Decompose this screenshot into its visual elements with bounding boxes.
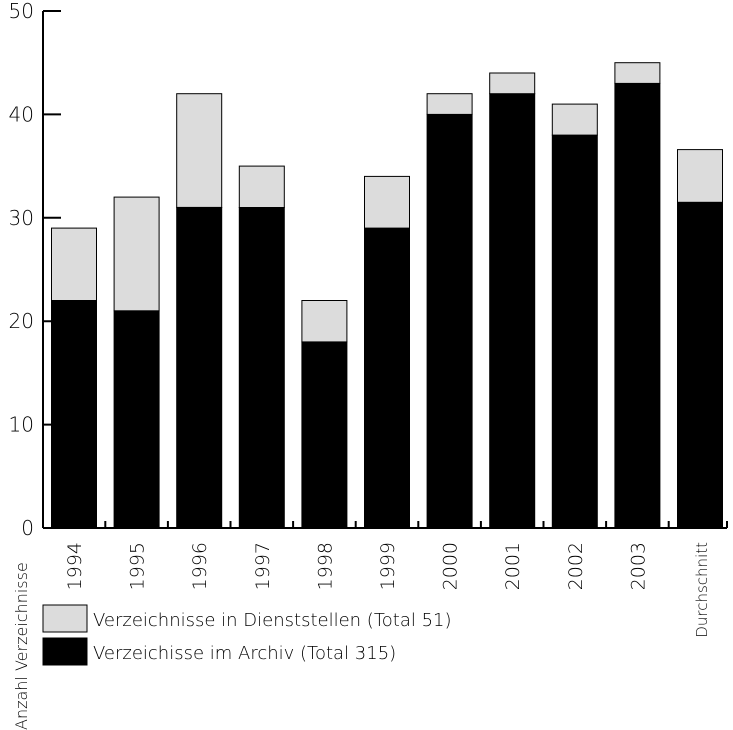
y-tick-label-30: 30 <box>9 206 34 230</box>
labels-layer: 1994 1995 1996 1997 1998 1999 2000 2001 2002 2003… <box>9 0 711 638</box>
legend-swatch-2 <box>42 637 88 666</box>
bar-2002-series-1 <box>551 134 598 529</box>
bar-1996-series-2 <box>176 93 223 208</box>
y-tick-label-10: 10 <box>9 413 34 437</box>
x-tick-label-durchschnitt: Durchschnitt <box>693 542 711 638</box>
bar-1995-series-1 <box>113 310 160 529</box>
y-tick-label-40: 40 <box>9 102 34 126</box>
bar-1996-series-1 <box>176 207 223 529</box>
bars-layer <box>51 62 723 529</box>
bar-2001-series-1 <box>489 93 536 529</box>
y-tick-label-0: 0 <box>21 516 34 540</box>
bar-2003-series-2 <box>614 62 661 84</box>
x-tick-label-1998: 1998 <box>314 542 336 590</box>
x-tick-label-2000: 2000 <box>440 542 462 590</box>
bar-durchschnitt-series-1 <box>677 201 723 529</box>
bar-2003-series-1 <box>614 82 661 529</box>
x-tick-label-2002: 2002 <box>565 542 587 590</box>
x-tick-label-2001: 2001 <box>502 542 524 590</box>
bar-2000-series-1 <box>426 113 473 529</box>
legend-label-1: Verzeichnisse in Dienststellen (Total 51… <box>93 610 452 631</box>
x-tick-label-1994: 1994 <box>64 542 86 590</box>
x-tick-label-1996: 1996 <box>189 542 211 590</box>
bar-1999-series-1 <box>364 227 410 529</box>
legend-swatch-1 <box>42 604 88 633</box>
bar-1994-series-1 <box>51 300 97 529</box>
y-axis-label: Anzahl Verzeichnisse <box>12 562 31 730</box>
x-tick-label-2003: 2003 <box>627 542 649 590</box>
bar-1997-series-2 <box>238 165 285 209</box>
axes-layer <box>42 10 728 529</box>
bar-2001-series-2 <box>489 72 536 95</box>
bar-2000-series-2 <box>426 93 473 115</box>
bar-1998-series-2 <box>301 300 348 343</box>
x-tick-label-1999: 1999 <box>377 542 399 590</box>
y-tick-label-50: 50 <box>9 0 34 23</box>
bar-2002-series-2 <box>551 103 598 136</box>
bar-1997-series-1 <box>238 207 285 529</box>
x-tick-label-1995: 1995 <box>127 542 149 590</box>
legend-label-2: Verzeichisse im Archiv (Total 315) <box>93 643 396 664</box>
legend: Verzeichnisse in Dienststellen (Total 51… <box>42 604 452 666</box>
bar-durchschnitt-series-2 <box>677 149 723 203</box>
y-tick-label-20: 20 <box>9 309 34 333</box>
bar-1998-series-1 <box>301 341 348 529</box>
bar-1995-series-2 <box>113 196 160 312</box>
x-tick-label-1997: 1997 <box>252 542 274 590</box>
bar-1994-series-2 <box>51 227 97 302</box>
bar-1999-series-2 <box>364 175 410 229</box>
